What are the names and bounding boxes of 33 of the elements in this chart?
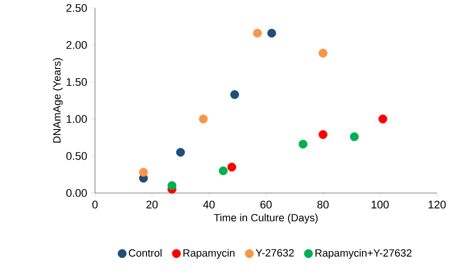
point [253,28,262,38]
x-tick-label: 60 [260,200,272,208]
point [176,148,185,157]
x-tick-label: 40 [203,200,215,208]
y-tick-label: 0.50 [66,152,87,160]
y-tick-label: 1.00 [66,115,87,123]
x-tick-label: 20 [146,200,158,208]
point [318,48,328,58]
y-tick-label: 0.00 [66,189,87,197]
y-tick-label: 1.50 [66,78,87,86]
point [378,114,388,124]
point [298,140,308,149]
legend-label: Control [128,248,162,257]
point [139,168,148,177]
x-axis-title: Time in Culture (Days) [214,214,318,224]
point [267,28,276,38]
point [198,114,208,124]
legend-label: Y-27632 [256,249,294,257]
point [350,132,359,142]
y-axis-title: DNAmAge (Years) [52,58,63,143]
x-tick-label: 80 [317,200,329,208]
point [168,181,176,190]
point [230,90,240,99]
point [227,162,236,172]
x-tick-label: 120 [428,200,446,208]
x-tick-label: 0 [92,200,98,208]
point [218,166,228,176]
legend-label: Rapamycin+Y-27632 [316,248,412,259]
y-tick-label: 2.00 [66,41,87,49]
point [318,130,328,139]
legend-label: Rapamycin [183,248,234,259]
x-tick-label: 100 [372,200,389,208]
y-tick-label: 2.50 [66,4,87,12]
